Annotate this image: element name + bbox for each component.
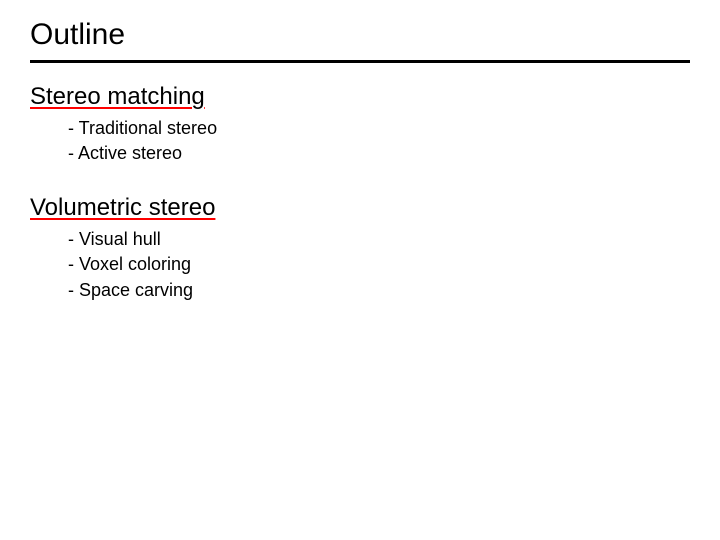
slide: Outline Stereo matching Traditional ster… [0, 0, 720, 540]
bullet-list: Visual hull Voxel coloring Space carving [68, 228, 690, 302]
bullet-item: Voxel coloring [68, 253, 690, 276]
section-heading: Volumetric stereo [30, 194, 690, 222]
bullet-list: Traditional stereo Active stereo [68, 117, 690, 166]
bullet-item: Active stereo [68, 142, 690, 165]
bullet-item: Traditional stereo [68, 117, 690, 140]
bullet-item: Visual hull [68, 228, 690, 251]
bullet-item: Space carving [68, 279, 690, 302]
section-heading: Stereo matching [30, 83, 690, 111]
slide-title: Outline [30, 18, 690, 63]
